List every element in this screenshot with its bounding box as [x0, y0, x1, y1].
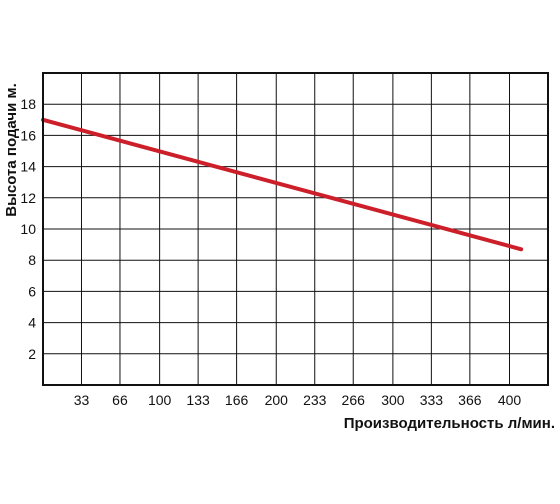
y-tick-label: 10 [20, 221, 36, 237]
series-line [41, 117, 524, 252]
x-tick-labels: 33 66 100 133 166 200 233 266 300 333 366 400 [74, 392, 522, 408]
series-layer [41, 117, 524, 252]
horizontal-gridlines [43, 72, 548, 355]
y-tick-label: 14 [20, 159, 36, 175]
y-tick-label: 6 [28, 283, 36, 299]
plot-frame [42, 72, 549, 386]
y-tick-label: 2 [28, 346, 36, 362]
x-tick-label: 166 [225, 392, 249, 408]
x-tick-label: 200 [265, 392, 289, 408]
x-tick-label: 100 [148, 392, 172, 408]
y-tick-label: 8 [28, 252, 36, 268]
x-tick-label: 233 [303, 392, 327, 408]
y-axis-title: Высота подачи м. [3, 83, 20, 217]
x-tick-label: 400 [498, 392, 522, 408]
x-tick-label: 366 [458, 392, 482, 408]
x-axis-title: Производительность л/мин. [344, 415, 555, 432]
x-tick-label: 33 [74, 392, 90, 408]
y-tick-labels: 2 4 6 8 10 12 14 16 18 [20, 96, 36, 362]
y-tick-label: 16 [20, 127, 36, 143]
x-tick-label: 300 [381, 392, 405, 408]
y-tick-label: 12 [20, 190, 36, 206]
y-tick-label: 4 [28, 315, 36, 331]
x-tick-label: 266 [342, 392, 366, 408]
x-tick-label: 133 [186, 392, 210, 408]
x-tick-label: 333 [420, 392, 444, 408]
y-tick-label: 18 [20, 96, 36, 112]
x-tick-label: 66 [112, 392, 128, 408]
